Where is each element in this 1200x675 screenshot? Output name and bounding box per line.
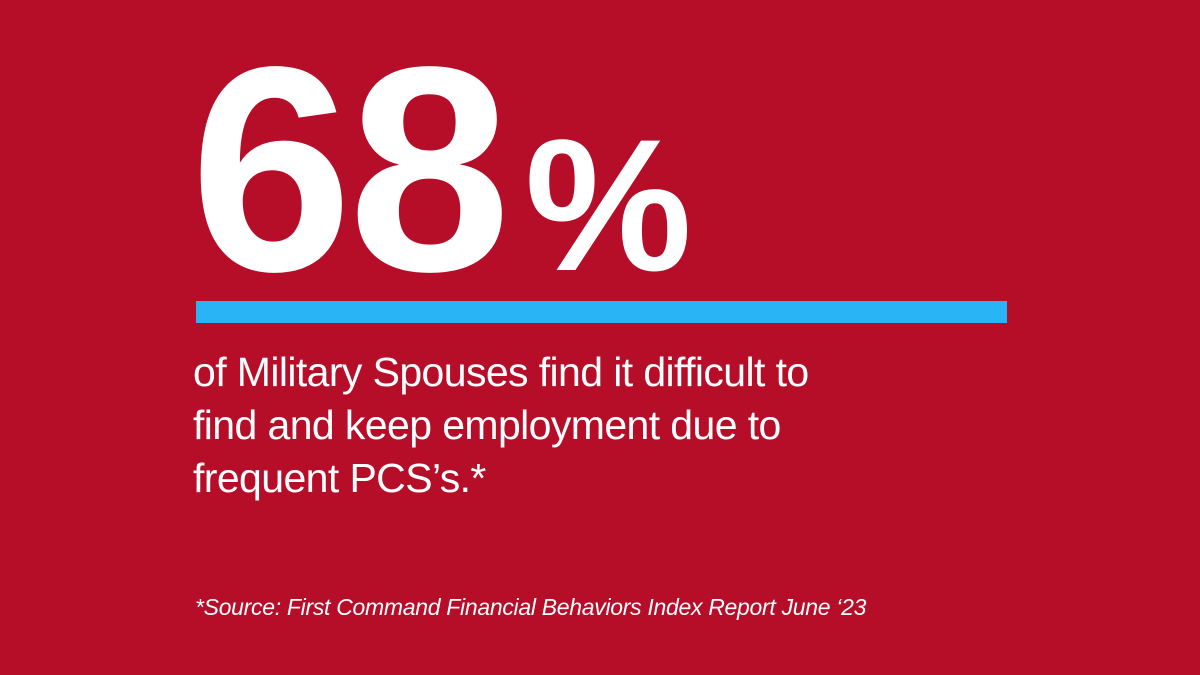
stat-headline: 68 % <box>190 23 692 315</box>
source-citation: *Source: First Command Financial Behavio… <box>195 594 867 620</box>
percent-sign: % <box>524 100 692 310</box>
stat-description-line-3: frequent PCS’s.* <box>193 455 486 501</box>
accent-divider-bar <box>196 301 1007 323</box>
stat-description-line-1: of Military Spouses find it difficult to <box>193 349 809 395</box>
stat-value: 68 <box>190 6 511 332</box>
stat-description: of Military Spouses find it difficult to… <box>193 346 809 505</box>
stat-description-line-2: find and keep employment due to <box>193 402 781 448</box>
